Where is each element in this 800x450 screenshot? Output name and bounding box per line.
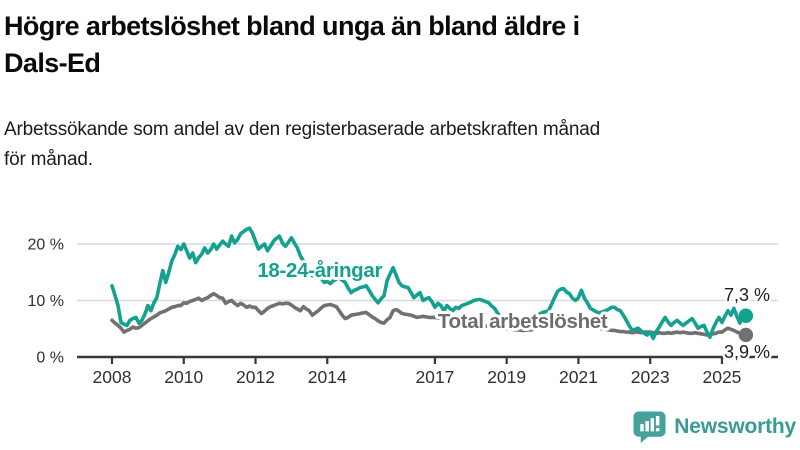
- end-value-label-total: 3,9 %: [724, 342, 770, 362]
- x-tick-label-2017: 2017: [415, 367, 454, 387]
- x-tick-label-2010: 2010: [164, 367, 203, 387]
- series-line-youth: [110, 226, 748, 341]
- x-tick-label-2008: 2008: [93, 367, 132, 387]
- newsworthy-chart-bubble-icon: [633, 411, 666, 443]
- x-tick-label-2012: 2012: [236, 367, 275, 387]
- page-title-line-1: Högre arbetslöshet bland unga än bland ä…: [4, 11, 580, 41]
- x-tick-label-2021: 2021: [559, 367, 598, 387]
- chart-subtitle-line-2: för månad.: [4, 149, 93, 170]
- series-label-youth: 18-24-åringar: [257, 259, 382, 282]
- x-tick-label-2014: 2014: [308, 367, 347, 387]
- y-tick-label-10: 10 %: [28, 293, 64, 310]
- x-tick-label-2025: 2025: [702, 367, 741, 387]
- newsworthy-logo[interactable]: Newsworthy: [632, 410, 796, 443]
- end-dot-total: [738, 327, 754, 343]
- end-dot-youth: [738, 308, 754, 323]
- chart-subtitle: Arbetssökande som andel av den registerb…: [4, 115, 780, 175]
- chart-subtitle-line-1: Arbetssökande som andel av den registerb…: [4, 119, 601, 140]
- end-value-label-youth: 7,3 %: [724, 285, 770, 305]
- x-tick-label-2023: 2023: [631, 367, 670, 387]
- page-title: Högre arbetslöshet bland unga än bland ä…: [4, 8, 780, 82]
- y-tick-label-0: 0 %: [36, 350, 64, 367]
- page-title-line-2: Dals-Ed: [4, 48, 101, 78]
- x-tick-label-2019: 2019: [487, 367, 526, 387]
- series-label-total: Total arbetslöshet: [438, 310, 608, 333]
- newsworthy-wordmark: Newsworthy: [674, 414, 796, 438]
- y-tick-label-20: 20 %: [28, 237, 64, 254]
